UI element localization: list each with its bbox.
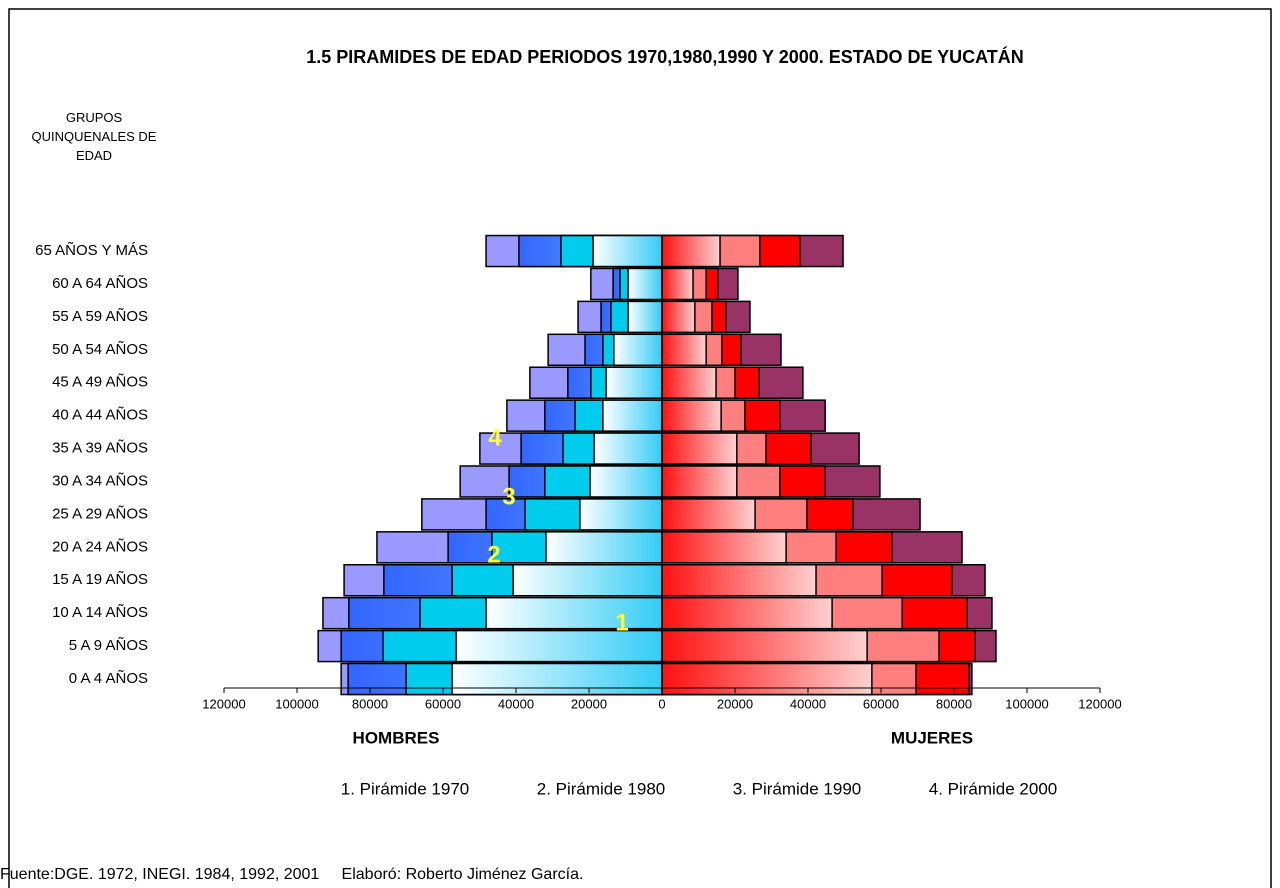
x-tick-label: 80000 [936,696,972,711]
bar-hombres [627,300,663,334]
x-tick-label: 60000 [425,696,461,711]
bar-mujeres [661,267,694,301]
bar-mujeres [661,432,738,465]
y-axis-label: GRUPOS QUINQUENALES DE EDAD [31,110,157,163]
y-tick-label: 15 A 19 AÑOS [52,571,148,588]
x-tick-label: 100000 [275,696,318,711]
x-tick-label: 40000 [498,696,534,711]
y-tick-label: 0 A 4 AÑOS [69,670,148,687]
legend-entry: 4. Pirámide 2000 [929,779,1058,798]
x-tick-label: 20000 [571,696,607,711]
x-tick-label: 20000 [717,696,753,711]
y-tick-label: 65 AÑOS Y MÁS [35,242,148,259]
bar-hombres [593,432,663,465]
bar-mujeres [661,300,696,334]
bar-mujeres [661,399,722,432]
right-label: MUJERES [891,728,973,747]
y-tick-label: 40 A 44 AÑOS [52,407,148,424]
x-tick-label: 120000 [202,696,245,711]
bar-mujeres [661,662,873,696]
bar-hombres [545,531,663,564]
left-label: HOMBRES [353,728,440,747]
y-tick-label: 20 A 24 AÑOS [52,538,148,555]
bar-mujeres [661,234,721,268]
y-tick-label: 10 A 14 AÑOS [52,604,148,621]
bar-hombres [589,465,663,498]
bar-mujeres [661,333,707,367]
x-tick-label: 60000 [863,696,899,711]
y-tick-label: 5 A 9 AÑOS [69,637,148,654]
series-annotation: 1 [615,609,628,636]
legend-entry: 2. Pirámide 1980 [537,779,666,798]
bar-mujeres [661,563,817,597]
y-tick-label: 50 A 54 AÑOS [52,341,148,358]
bar-mujeres [661,465,738,498]
legend-entry: 3. Pirámide 1990 [733,779,862,798]
legend-entry: 1. Pirámide 1970 [341,779,470,798]
bar-hombres [485,596,663,630]
bar-hombres [602,399,663,432]
bar-hombres [605,366,663,399]
y-tick-label: 45 A 49 AÑOS [52,374,148,391]
x-tick-label: 120000 [1078,696,1121,711]
y-tick-label: 60 A 64 AÑOS [52,275,148,292]
y-tick-label: 35 A 39 AÑOS [52,440,148,457]
bar-mujeres [661,596,833,630]
bar-hombres [579,498,663,531]
series-annotation: 3 [502,483,515,510]
bar-hombres [512,563,663,597]
bar-mujeres [661,531,787,564]
x-tick-label: 100000 [1005,696,1048,711]
bar-hombres [592,234,663,268]
x-tick-label: 80000 [352,696,388,711]
series-annotation: 4 [488,424,502,451]
bar-mujeres [661,629,868,663]
source-note: Fuente:DGE. 1972, INEGI. 1984, 1992, 200… [0,866,584,883]
bar-hombres [613,333,663,367]
bar-mujeres [661,498,756,531]
bar-mujeres [661,366,717,399]
bar-hombres [627,267,663,301]
x-tick-label: 40000 [790,696,826,711]
y-tick-label: 30 A 34 AÑOS [52,472,148,489]
series-annotation: 2 [487,541,500,568]
y-tick-label: 55 A 59 AÑOS [52,308,148,325]
frame [8,8,1272,888]
bar-hombres [455,629,663,663]
x-tick-label: 0 [658,696,665,711]
bar-hombres [451,662,663,696]
chart-title: 1.5 PIRAMIDES DE EDAD PERIODOS 1970,1980… [306,47,1024,67]
y-tick-label: 25 A 29 AÑOS [52,505,148,522]
